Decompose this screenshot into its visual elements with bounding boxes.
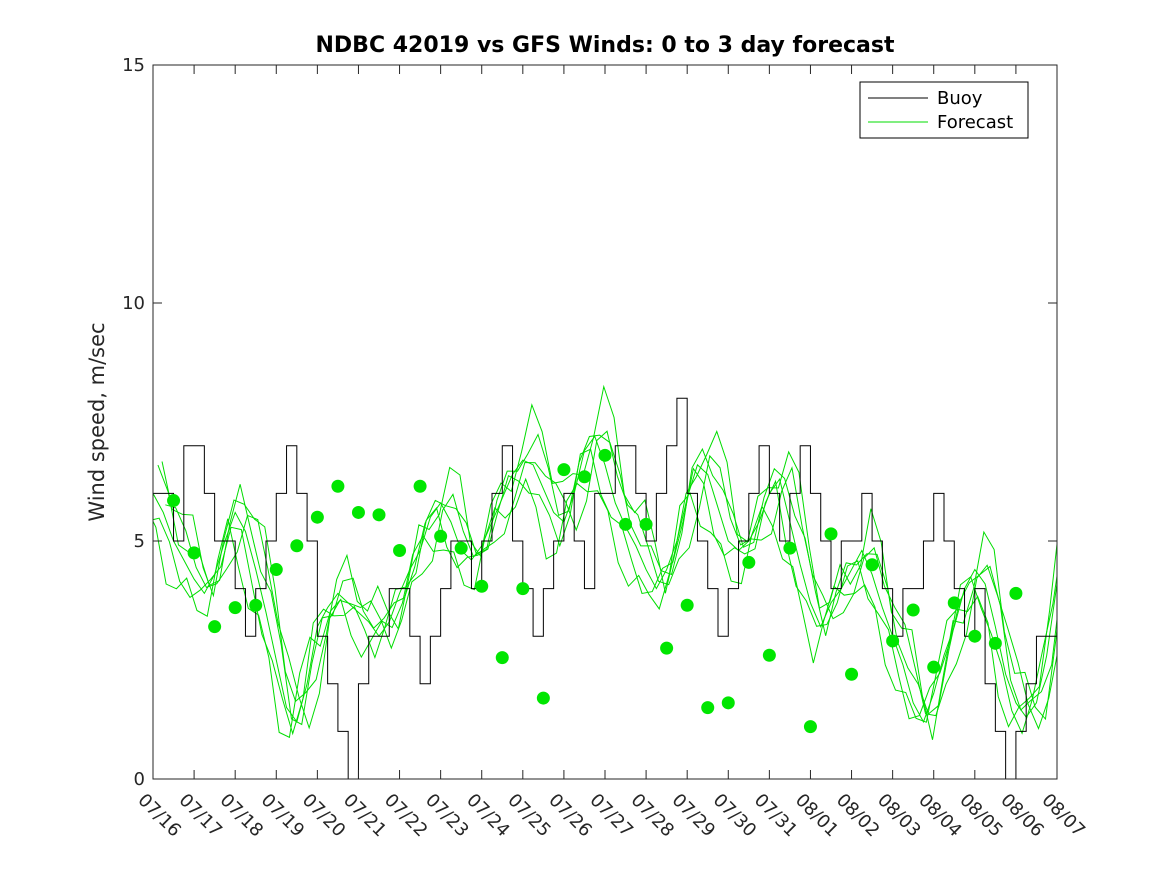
forecast-point — [228, 601, 242, 615]
forecast-point — [516, 582, 530, 596]
forecast-point — [701, 701, 715, 715]
forecast-line-5 — [153, 477, 1057, 739]
y-tick-label: 10 — [122, 293, 145, 314]
forecast-line-4 — [161, 384, 1057, 740]
forecast-point — [906, 603, 920, 617]
forecast-point — [290, 539, 304, 553]
forecast-line-1 — [153, 435, 1057, 724]
forecast-point — [886, 634, 900, 648]
forecast-point — [351, 505, 365, 519]
forecast-point — [660, 641, 674, 655]
forecast-point — [557, 463, 571, 477]
forecast-point — [413, 479, 427, 493]
forecast-point — [639, 517, 653, 531]
forecast-point — [680, 598, 694, 612]
forecast-point — [619, 517, 633, 531]
forecast-point — [968, 629, 982, 643]
forecast-point — [783, 541, 797, 555]
forecast-point — [269, 563, 283, 577]
y-axis-label: Wind speed, m/sec — [85, 322, 109, 521]
forecast-point — [536, 691, 550, 705]
y-tick-label: 5 — [134, 531, 145, 552]
legend-box — [859, 81, 1029, 139]
forecast-point — [434, 529, 448, 543]
y-tick-label: 0 — [134, 769, 145, 790]
forecast-point — [249, 598, 263, 612]
forecast-point — [187, 546, 201, 560]
forecast-line-6 — [165, 430, 1057, 730]
forecast-point — [845, 667, 859, 681]
forecast-line-2 — [157, 433, 1057, 726]
forecast-point — [762, 648, 776, 662]
forecast-point — [1009, 586, 1023, 600]
forecast-point — [393, 544, 407, 558]
forecast-point — [927, 660, 941, 674]
legend-buoy-label: Buoy — [937, 88, 983, 109]
forecast-point — [577, 470, 591, 484]
forecast-point — [988, 636, 1002, 650]
legend: Buoy Forecast — [859, 81, 1029, 139]
forecast-point — [331, 479, 345, 493]
buoy-line — [153, 397, 1057, 779]
y-tick-label: 15 — [122, 55, 145, 76]
forecast-point — [310, 510, 324, 524]
forecast-point — [372, 508, 386, 522]
forecast-point — [742, 555, 756, 569]
legend-forecast-label: Forecast — [937, 112, 1013, 133]
forecast-line-3 — [153, 448, 1057, 736]
forecast-point — [167, 494, 181, 508]
forecast-point — [495, 651, 509, 665]
forecast-point — [208, 620, 222, 634]
forecast-point — [803, 720, 817, 734]
plot-series — [153, 384, 1057, 779]
chart-title: NDBC 42019 vs GFS Winds: 0 to 3 day fore… — [316, 33, 895, 58]
forecast-point — [475, 579, 489, 593]
forecast-point — [824, 527, 838, 541]
forecast-point — [947, 596, 961, 610]
forecast-point — [598, 448, 612, 462]
forecast-point — [865, 558, 879, 572]
forecast-point — [721, 696, 735, 710]
forecast-point — [454, 541, 468, 555]
